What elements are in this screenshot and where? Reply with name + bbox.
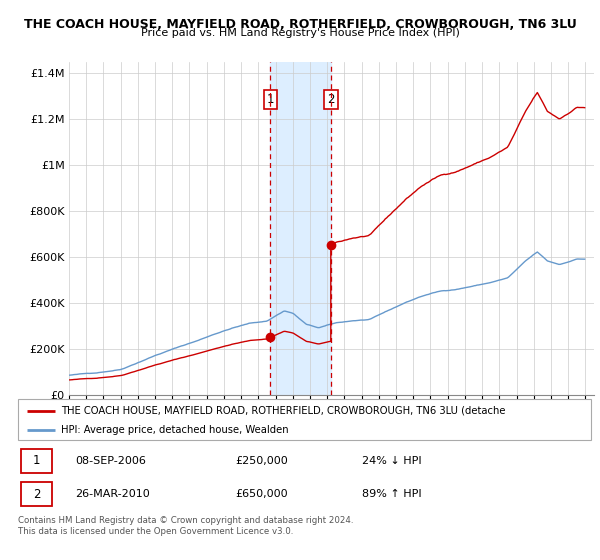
Text: 26-MAR-2010: 26-MAR-2010 <box>76 489 150 499</box>
Text: 1: 1 <box>33 454 40 467</box>
Text: 1: 1 <box>266 94 274 106</box>
FancyBboxPatch shape <box>18 399 591 440</box>
FancyBboxPatch shape <box>21 482 52 506</box>
Text: HPI: Average price, detached house, Wealden: HPI: Average price, detached house, Weal… <box>61 425 289 435</box>
Text: 08-SEP-2006: 08-SEP-2006 <box>76 456 146 466</box>
Text: THE COACH HOUSE, MAYFIELD ROAD, ROTHERFIELD, CROWBOROUGH, TN6 3LU (detache: THE COACH HOUSE, MAYFIELD ROAD, ROTHERFI… <box>61 405 505 416</box>
Text: 2: 2 <box>328 94 335 106</box>
Text: 89% ↑ HPI: 89% ↑ HPI <box>362 489 421 499</box>
Text: £650,000: £650,000 <box>236 489 289 499</box>
Text: 24% ↓ HPI: 24% ↓ HPI <box>362 456 421 466</box>
Bar <box>270 62 331 395</box>
Text: Contains HM Land Registry data © Crown copyright and database right 2024.
This d: Contains HM Land Registry data © Crown c… <box>18 516 353 536</box>
Text: THE COACH HOUSE, MAYFIELD ROAD, ROTHERFIELD, CROWBOROUGH, TN6 3LU: THE COACH HOUSE, MAYFIELD ROAD, ROTHERFI… <box>23 18 577 31</box>
Text: Price paid vs. HM Land Registry's House Price Index (HPI): Price paid vs. HM Land Registry's House … <box>140 28 460 38</box>
FancyBboxPatch shape <box>21 449 52 473</box>
Text: £250,000: £250,000 <box>236 456 289 466</box>
Text: 2: 2 <box>33 488 40 501</box>
